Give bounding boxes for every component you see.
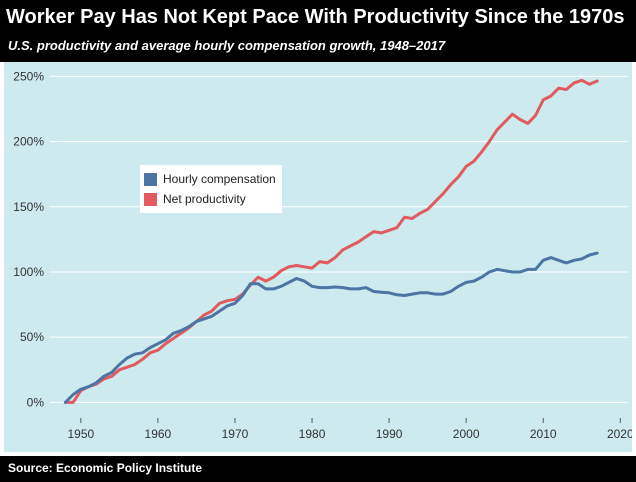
- y-tick-label: 0%: [27, 395, 45, 409]
- y-tick-label: 250%: [13, 69, 44, 83]
- legend-item-productivity: Net productivity: [144, 189, 276, 209]
- legend-swatch-productivity: [144, 192, 157, 206]
- legend-label-compensation: Hourly compensation: [163, 172, 276, 186]
- legend: Hourly compensation Net productivity: [140, 165, 282, 213]
- chart-header: Worker Pay Has Not Kept Pace With Produc…: [0, 0, 636, 62]
- y-tick-label: 150%: [13, 200, 44, 214]
- y-tick-label: 50%: [20, 330, 44, 344]
- source-note: Source: Economic Policy Institute: [8, 461, 203, 475]
- plot-area: 0% 50% 100% 150% 200% 250% 1950 1960 1970 1980 199…: [4, 62, 632, 452]
- x-tick-label: 1960: [145, 427, 172, 441]
- x-tick-label: 1980: [299, 427, 326, 441]
- x-tick-label: 2000: [453, 427, 480, 441]
- legend-label-productivity: Net productivity: [163, 192, 246, 206]
- chart-subtitle: U.S. productivity and average hourly com…: [8, 38, 446, 53]
- x-tick-label: 2010: [530, 427, 557, 441]
- x-tick-label: 2020: [607, 427, 632, 441]
- legend-swatch-compensation: [144, 172, 157, 186]
- series-line-productivity: [63, 78, 599, 404]
- line-chart: 0% 50% 100% 150% 200% 250% 1950 1960 1970 1980 199…: [13, 69, 632, 441]
- chart-title: Worker Pay Has Not Kept Pace With Produc…: [6, 6, 625, 28]
- legend-item-compensation: Hourly compensation: [144, 169, 276, 189]
- series-line-compensation: [63, 251, 599, 404]
- y-tick-label: 200%: [13, 135, 44, 149]
- x-tick-label: 1970: [222, 427, 249, 441]
- x-tick-label: 1990: [376, 427, 403, 441]
- y-tick-label: 100%: [13, 265, 44, 279]
- x-tick-label: 1950: [67, 427, 94, 441]
- chart-footer: Source: Economic Policy Institute: [0, 456, 636, 482]
